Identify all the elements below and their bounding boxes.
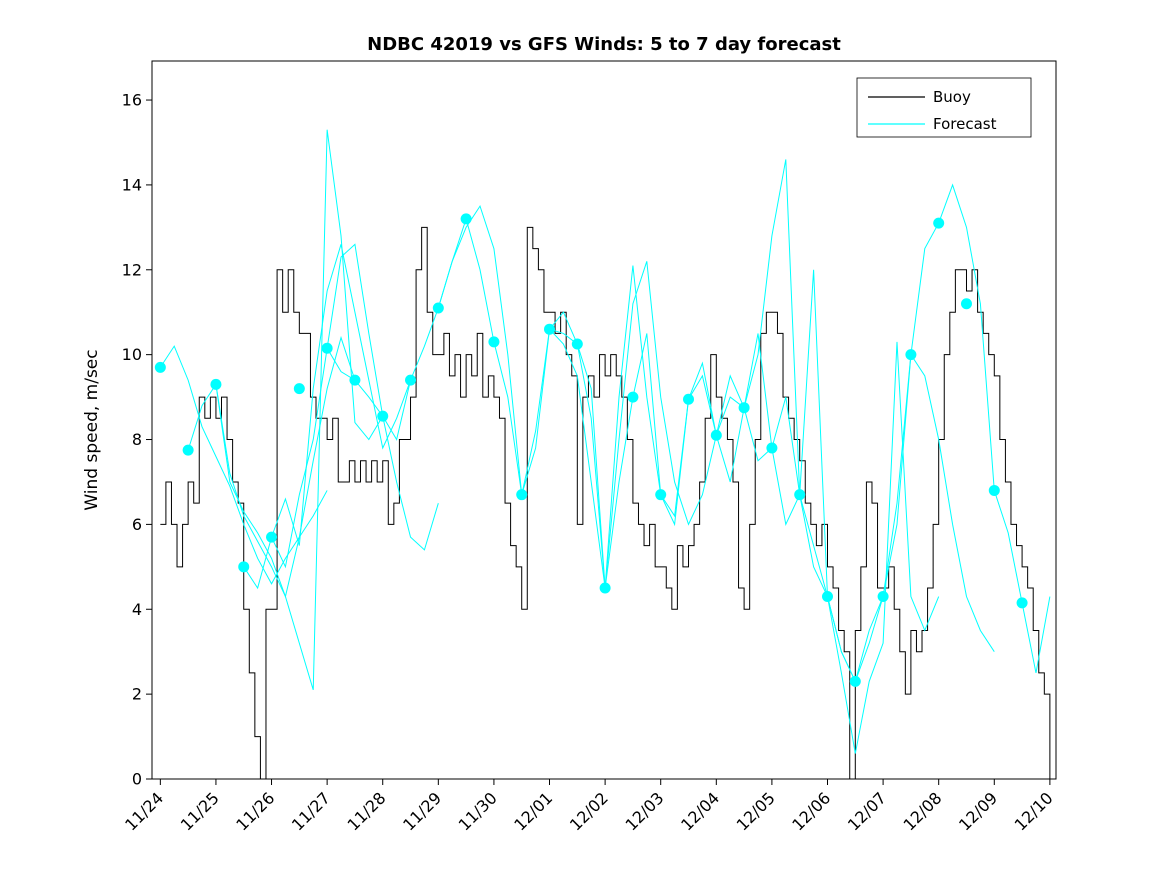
forecast-marker [710,429,722,441]
forecast-marker [210,378,222,390]
y-tick-label: 16 [122,91,142,110]
x-tick-label: 12/08 [899,788,945,834]
y-tick-label: 8 [132,430,142,449]
forecast-marker [1016,597,1028,609]
x-tick-label: 12/05 [733,788,779,834]
forecast-marker [794,489,806,501]
y-tick-label: 0 [132,770,142,789]
forecast-marker [627,391,639,403]
legend-box [856,77,1032,138]
x-tick-label: 11/26 [232,788,278,834]
y-tick-label: 12 [122,260,142,279]
forecast-line [660,333,828,597]
x-tick-label: 11/29 [399,788,445,834]
y-tick-label: 6 [132,515,142,534]
x-tick-label: 12/01 [510,788,556,834]
forecast-marker [321,342,333,354]
y-tick-label: 4 [132,600,142,619]
forecast-marker [516,489,528,501]
x-tick-label: 12/04 [677,788,723,834]
forecast-marker [877,591,889,603]
y-axis-label: Wind speed, m/sec [82,349,102,510]
chart-title: NDBC 42019 vs GFS Winds: 5 to 7 day fore… [367,34,841,55]
forecast-marker [238,561,250,573]
forecast-line [215,129,384,691]
forecast-marker [571,338,583,350]
x-tick-label: 11/27 [288,788,334,834]
y-tick-label: 2 [132,685,142,704]
x-tick-label: 12/09 [955,788,1001,834]
forecast-line [271,243,439,569]
forecast-marker [377,410,389,422]
x-tick-label: 11/25 [177,788,223,834]
forecast-marker [988,484,1000,496]
forecast-marker [182,444,194,456]
forecast-marker [432,302,444,314]
forecast-marker [293,383,305,395]
x-tick-label: 12/07 [844,788,890,834]
forecast-marker [154,361,166,373]
x-tick-label: 11/30 [455,788,501,834]
x-tick-label: 11/24 [121,788,167,834]
forecast-marker [683,393,695,405]
y-tick-label: 14 [122,175,142,194]
x-tick-label: 12/06 [788,788,834,834]
legend-label-forecast: Forecast [933,115,997,133]
forecast-marker [405,374,417,386]
forecast-marker [933,217,945,229]
y-tick-label: 10 [122,345,142,364]
x-tick-label: 12/02 [566,788,612,834]
forecast-marker [905,349,917,361]
x-tick-label: 11/28 [344,788,390,834]
forecast-marker [738,402,750,414]
forecast-marker [266,531,278,543]
forecast-marker [655,489,667,501]
legend-label-buoy: Buoy [933,88,971,106]
x-tick-label: 12/10 [1011,788,1057,834]
forecast-marker [460,213,472,225]
forecast-marker [766,442,778,454]
forecast-marker [544,323,556,335]
x-tick-label: 12/03 [621,788,667,834]
forecast-marker [599,582,611,594]
forecast-marker [821,591,833,603]
forecast-marker [849,675,861,687]
plot-border [151,60,1057,780]
forecast-marker [960,298,972,310]
buoy-line [160,226,1051,780]
forecast-marker [488,336,500,348]
forecast-marker [349,374,361,386]
forecast-line [549,261,717,589]
